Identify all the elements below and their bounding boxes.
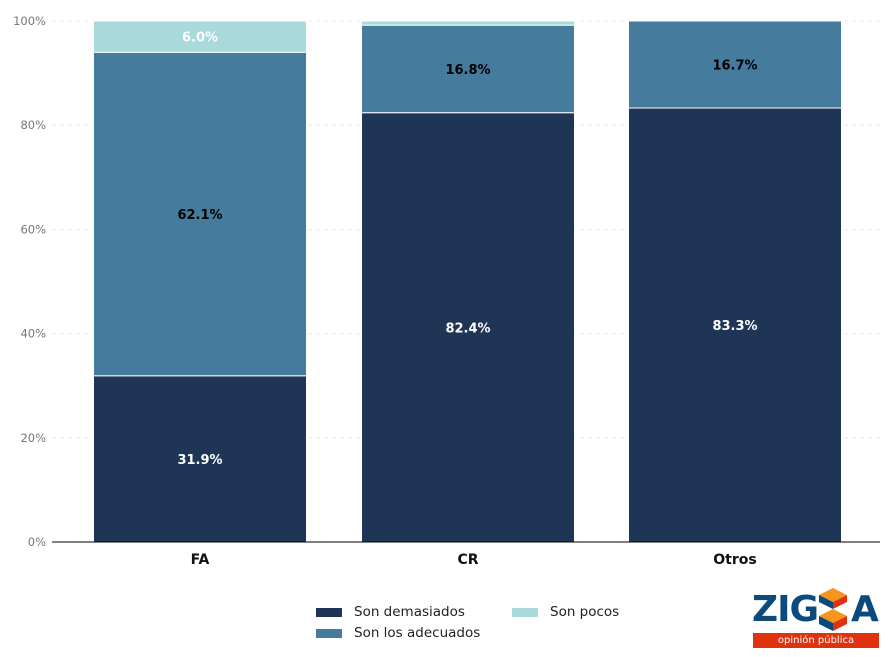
- logo-tagline: opinión pública: [753, 633, 879, 648]
- x-tick-label: FA: [191, 552, 210, 568]
- legend: Son demasiados Son pocos Son los adecuad…: [316, 604, 646, 641]
- legend-item-son-los-adecuados: Son los adecuados: [316, 625, 512, 641]
- y-tick-label: 100%: [13, 14, 46, 28]
- x-tick-label: CR: [457, 552, 478, 568]
- y-tick-label: 60%: [20, 222, 46, 236]
- data-label: 83.3%: [712, 319, 757, 334]
- legend-swatch-son-demasiados: [316, 607, 342, 617]
- zigza-logo: ZIG A opinión pública: [752, 587, 879, 649]
- logo-wordmark: ZIG A: [752, 587, 879, 633]
- data-label: 6.0%: [182, 31, 218, 46]
- bar-segment: [93, 375, 307, 543]
- legend-item-son-pocos: Son pocos: [512, 604, 642, 620]
- y-tick-label: 20%: [20, 431, 46, 445]
- legend-label-son-pocos: Son pocos: [550, 604, 620, 620]
- bar-segment: [93, 20, 307, 53]
- legend-swatch-son-los-adecuados: [316, 628, 342, 638]
- data-label: 82.4%: [445, 321, 490, 336]
- bar-segment: [628, 107, 842, 543]
- y-tick-label: 80%: [20, 118, 46, 132]
- legend-item-son-demasiados: Son demasiados: [316, 604, 512, 620]
- bar-segment: [93, 51, 307, 377]
- data-label: 16.8%: [445, 63, 490, 78]
- legend-label-son-los-adecuados: Son los adecuados: [354, 625, 481, 641]
- bar-segment: [361, 24, 575, 114]
- data-label: 16.7%: [712, 59, 757, 74]
- bar-segment: [628, 20, 842, 109]
- bar-segment: [361, 112, 575, 543]
- y-tick-label: 0%: [28, 535, 46, 549]
- logo-word-left: ZIG: [752, 589, 819, 630]
- logo-word-right: A: [851, 589, 879, 630]
- bar-segment: [361, 20, 575, 26]
- data-label: 62.1%: [177, 208, 222, 223]
- data-label: 31.9%: [177, 453, 222, 468]
- x-tick-label: Otros: [713, 552, 756, 568]
- cube-icon: [819, 588, 847, 631]
- legend-label-son-demasiados: Son demasiados: [354, 604, 465, 620]
- y-tick-label: 40%: [20, 327, 46, 341]
- legend-swatch-son-pocos: [512, 607, 538, 617]
